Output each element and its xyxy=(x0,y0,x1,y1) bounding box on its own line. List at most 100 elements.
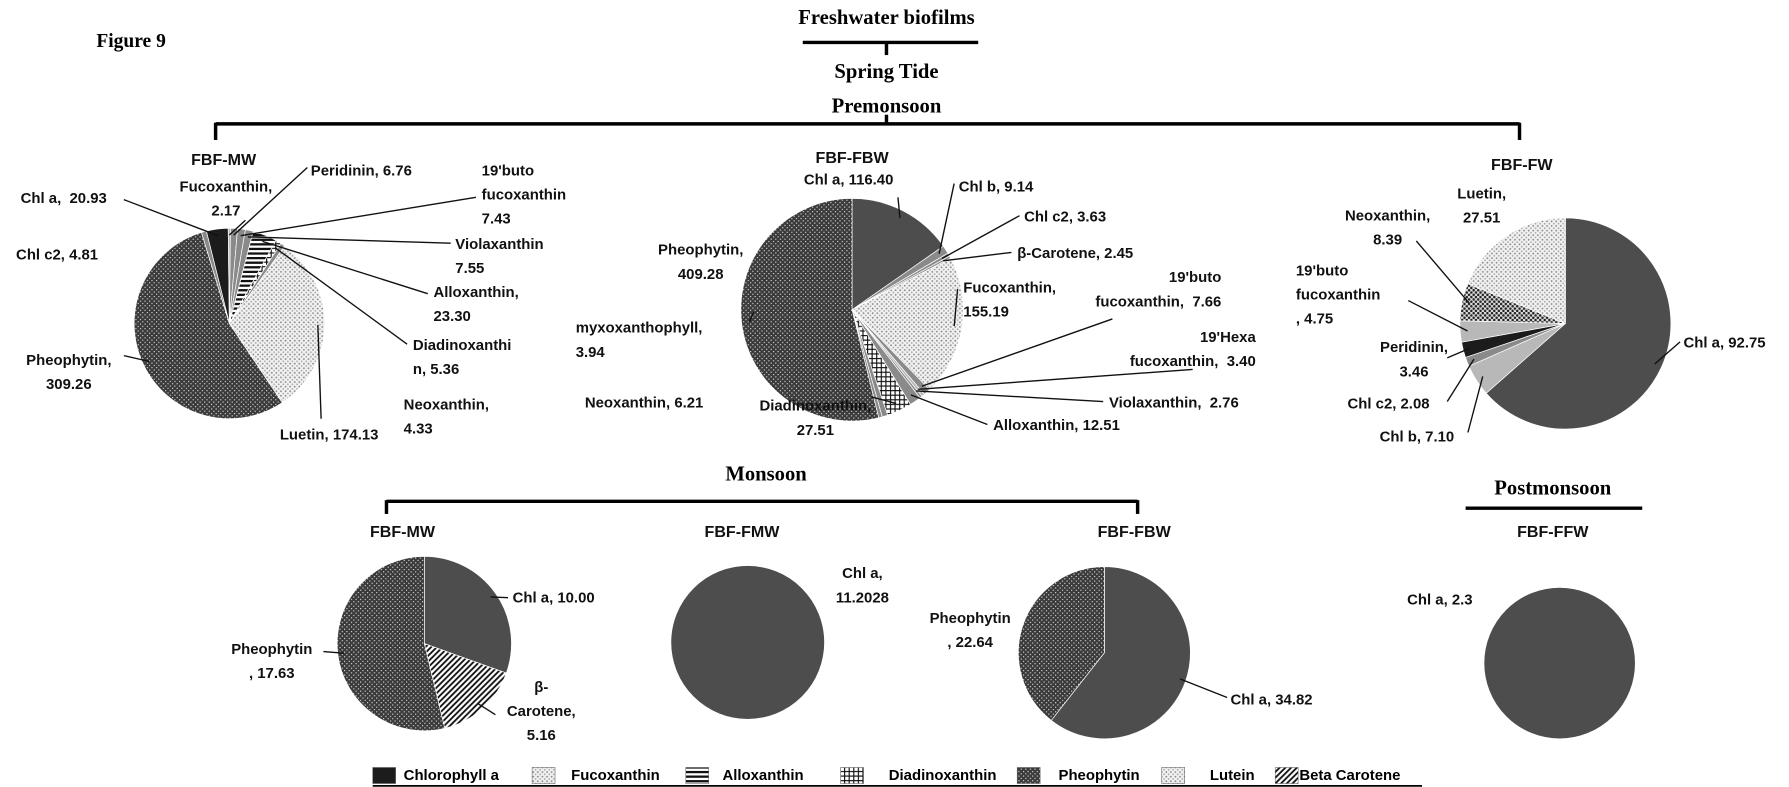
leader-line xyxy=(274,247,408,345)
legend-swatch xyxy=(1016,767,1041,784)
chart-title: FBF-FBW xyxy=(1097,521,1171,541)
pie-chart xyxy=(1018,566,1191,740)
legend-label: Alloxanthin xyxy=(722,766,804,784)
data-label: Chl c2, 4.81 xyxy=(16,245,99,263)
pie-chart xyxy=(740,198,964,422)
leader-line xyxy=(1446,358,1475,402)
leader-line xyxy=(943,251,1012,262)
data-label: Neoxanthin, 8.39 xyxy=(1344,206,1431,248)
leader-line xyxy=(490,596,509,599)
data-label: Neoxanthin, 4.33 xyxy=(403,395,490,438)
leader-line xyxy=(1415,240,1470,304)
leader-line xyxy=(910,394,988,426)
leader-line xyxy=(918,368,1193,391)
leader-line xyxy=(1446,347,1471,359)
pie-slice xyxy=(1485,217,1672,430)
data-label: Chl c2, 2.08 xyxy=(1347,394,1430,412)
data-label: 19'buto fucoxanthin , 4.75 xyxy=(1295,261,1381,327)
pie-slice xyxy=(851,198,944,311)
data-label: Violaxanthin, 2.76 xyxy=(1108,393,1239,411)
data-label: myxoxanthophyll, 3.94 xyxy=(575,318,703,361)
data-label: Fucoxanthin, 155.19 xyxy=(963,278,1057,321)
leader-line xyxy=(1654,341,1681,365)
brackets xyxy=(213,40,1643,787)
data-label: Luetin, 174.13 xyxy=(279,425,379,443)
data-label: Fucoxanthin, 2.17 xyxy=(179,177,273,220)
data-label: Chl a, 10.00 xyxy=(512,588,595,606)
data-label: β- Carotene, 5.16 xyxy=(506,677,576,744)
data-label: Chl a, 20.93 xyxy=(20,189,107,207)
data-label: Chl a, 11.2028 xyxy=(835,564,889,606)
data-label: Chl a, 116.40 xyxy=(803,170,894,189)
chart-title: FBF-FMW xyxy=(704,521,780,541)
leader-line xyxy=(247,236,451,244)
data-label: Peridinin, 3.46 xyxy=(1380,338,1448,380)
figure-title: Freshwater biofilms xyxy=(798,5,975,29)
legend-swatch xyxy=(840,767,864,784)
figure-label: Figure 9 xyxy=(96,29,166,52)
data-label: Diadinoxanthi n, 5.36 xyxy=(412,336,512,378)
leader-line xyxy=(941,215,1020,260)
leader-line xyxy=(1467,376,1484,433)
data-label: Chl a, 2.3 xyxy=(1407,590,1473,609)
leader-line xyxy=(323,650,344,654)
legend-swatch xyxy=(685,767,710,784)
data-label: β-Carotene, 2.45 xyxy=(1017,244,1134,262)
legend-swatch xyxy=(1274,767,1299,784)
data-label: 19'buto fucoxanthin 7.43 xyxy=(481,161,567,228)
legend-label: Chlorophyll a xyxy=(403,766,499,784)
legend-swatch xyxy=(531,767,556,784)
data-label: Chl b, 9.14 xyxy=(958,177,1034,196)
pie-slice xyxy=(133,232,283,420)
data-label: Chl a, 92.75 xyxy=(1683,333,1766,352)
chart-title: FBF-MW xyxy=(369,521,436,541)
legend-label: Fucoxanthin xyxy=(571,766,660,784)
pie-slice xyxy=(228,245,325,404)
leader-line xyxy=(897,197,901,219)
data-label: Luetin, 27.51 xyxy=(1457,184,1507,226)
leader-line xyxy=(233,166,308,236)
data-label: 19'buto fucoxanthin, 7.66 xyxy=(1095,268,1222,310)
pie-chart xyxy=(1483,587,1636,740)
leader-line xyxy=(240,196,477,237)
legend-label: Diadinoxanthin xyxy=(888,766,997,784)
chart-title: FBF-FFW xyxy=(1517,521,1589,541)
pie-slice xyxy=(670,565,825,720)
leader-line xyxy=(262,240,428,295)
season-label: Premonsoon xyxy=(831,94,942,118)
leader-line xyxy=(317,324,322,419)
chart-title: FBF-FBW xyxy=(815,147,889,167)
pie-slice xyxy=(423,643,507,729)
legend-swatch xyxy=(372,767,396,784)
pie-slice xyxy=(1483,587,1636,740)
leader-line xyxy=(916,390,1104,403)
data-label: Peridinin, 6.76 xyxy=(310,161,412,179)
data-label: Pheophytin , 22.64 xyxy=(929,609,1011,651)
data-label: Violaxanthin 7.55 xyxy=(455,235,544,277)
legend-label: Lutein xyxy=(1209,766,1255,784)
legend-label: Pheophytin xyxy=(1058,766,1140,784)
pie-slice xyxy=(1467,217,1566,325)
leader-line xyxy=(871,396,897,405)
season-label: Monsoon xyxy=(725,462,807,486)
pie-chart xyxy=(1459,217,1672,430)
leader-line xyxy=(1179,678,1228,699)
leader-line xyxy=(1407,299,1468,332)
subtitle: Spring Tide xyxy=(834,59,939,83)
leader-line xyxy=(748,311,755,323)
leader-line xyxy=(921,318,1113,387)
pie-chart xyxy=(133,227,325,420)
leader-line xyxy=(938,183,955,254)
leader-line xyxy=(478,703,496,716)
pie-slice xyxy=(1018,566,1105,721)
data-label: 19'Hexa fucoxanthin, 3.40 xyxy=(1129,328,1256,370)
legend-label: Beta Carotene xyxy=(1299,766,1401,784)
chart-title: FBF-MW xyxy=(191,150,257,169)
data-label: Chl c2, 3.63 xyxy=(1024,207,1107,225)
pie-slice xyxy=(336,556,446,732)
leader-line xyxy=(228,219,246,236)
data-label: Diadinoxanthin, 27.51 xyxy=(759,396,872,439)
